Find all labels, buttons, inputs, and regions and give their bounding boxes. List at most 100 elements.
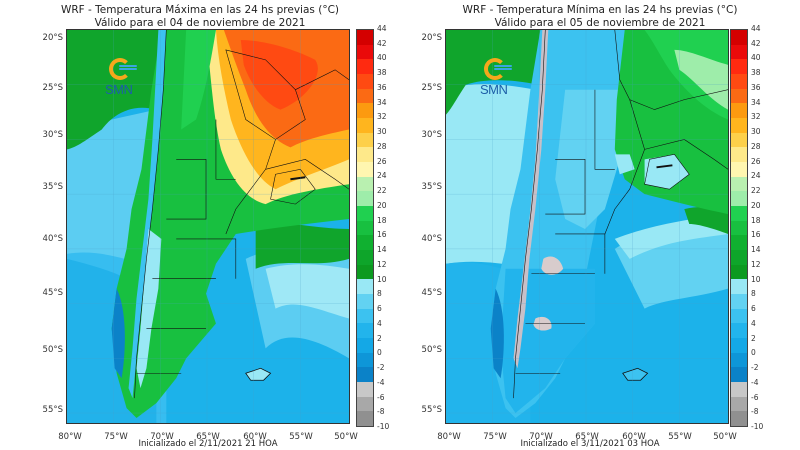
colorbar-swatch — [357, 250, 373, 265]
colorbar-tick-label: 14 — [377, 245, 387, 255]
title-line-1: WRF - Temperatura Máxima en las 24 hs pr… — [61, 4, 339, 16]
colorbar-swatch — [357, 338, 373, 353]
colorbar-swatch — [731, 132, 747, 148]
colorbar-swatch — [357, 308, 373, 324]
colorbar-swatch — [731, 323, 747, 339]
colorbar-tick-label: -10 — [377, 422, 390, 431]
lat-label: 40°S — [42, 234, 63, 244]
lat-label: 40°S — [421, 234, 442, 244]
colorbar-tick-label: 30 — [377, 127, 387, 137]
colorbar-swatch — [357, 206, 373, 221]
min-temp-title: WRF - Temperatura Mínima en las 24 hs pr… — [400, 4, 800, 29]
colorbar-tick-label: 6 — [751, 304, 756, 314]
colorbar-tick-label: 28 — [751, 141, 761, 151]
colorbar-swatch — [357, 118, 373, 133]
lat-label: 30°S — [42, 130, 63, 140]
colorbar-tick-label: 42 — [377, 38, 387, 48]
colorbar-swatch — [731, 308, 747, 324]
colorbar-tick-label: 24 — [751, 171, 761, 181]
colorbar-swatch — [357, 411, 373, 427]
colorbar-swatch — [731, 176, 747, 192]
colorbar-tick-label: 40 — [751, 53, 761, 63]
colorbar-tick-label: 30 — [751, 127, 761, 137]
colorbar-tick-label: 12 — [751, 259, 761, 269]
colorbar-tick-label: 38 — [377, 68, 387, 78]
colorbar-tick-label: 14 — [751, 245, 761, 255]
colorbar-tick-label: 38 — [751, 68, 761, 78]
lat-label: 50°S — [42, 345, 63, 355]
smn-logo-text: SMN — [105, 82, 133, 97]
smn-logo-ring-icon — [109, 58, 131, 80]
lon-label: 50°W — [713, 432, 737, 442]
colorbar-tick-label: 12 — [377, 259, 387, 269]
init-time-label: Inicializado el 2/11/2021 21 HOA — [138, 439, 278, 449]
min-temp-map: SMN — [445, 29, 729, 424]
colorbar-swatch — [731, 264, 747, 280]
colorbar-swatch — [357, 176, 373, 192]
lon-label: 50°W — [334, 432, 358, 442]
lon-label: 80°W — [58, 432, 82, 442]
colorbar-swatch — [731, 396, 747, 412]
colorbar-tick-label: 4 — [751, 318, 756, 328]
colorbar-tick-label: -2 — [377, 363, 385, 373]
colorbar-swatch — [731, 279, 747, 295]
max-temp-panel: WRF - Temperatura Máxima en las 24 hs pr… — [42, 4, 390, 449]
colorbar-tick-label: 22 — [751, 186, 761, 196]
max-temp-map: SMN — [66, 29, 350, 424]
max-temp-field — [67, 30, 349, 423]
colorbar-tick-label: 32 — [377, 112, 387, 122]
colorbar-swatch — [357, 88, 373, 104]
colorbar-swatch — [731, 147, 747, 163]
colorbar-tick-label: -4 — [377, 377, 385, 387]
lon-label: 55°W — [289, 432, 313, 442]
lat-label: 50°S — [421, 345, 442, 355]
colorbar-swatch — [357, 294, 373, 309]
lon-label: 65°W — [196, 432, 220, 442]
lat-label: 25°S — [42, 83, 63, 93]
colorbar-swatch — [731, 220, 747, 236]
lon-label: 75°W — [104, 432, 128, 442]
colorbar-tick-label: 34 — [377, 97, 387, 107]
colorbar-swatch — [357, 162, 373, 177]
colorbar-swatch — [731, 191, 747, 207]
lat-label: 55°S — [421, 405, 442, 415]
colorbar-tick-label: 20 — [377, 200, 387, 210]
lon-label: 70°W — [150, 432, 174, 442]
lat-label: 45°S — [42, 288, 63, 298]
colorbar-swatch — [357, 59, 373, 75]
colorbar-tick-label: 26 — [377, 156, 387, 166]
colorbar-tick-label: 8 — [751, 289, 756, 299]
colorbar-tick-label: 6 — [377, 304, 382, 314]
colorbar-swatch — [357, 367, 373, 383]
colorbar-swatch — [357, 352, 373, 368]
colorbar-tick-label: 26 — [751, 156, 761, 166]
colorbar-tick-label: 16 — [751, 230, 761, 240]
smn-logo-text: SMN — [480, 82, 508, 97]
lat-label: 35°S — [42, 182, 63, 192]
colorbar-swatch — [357, 132, 373, 148]
colorbar-swatch — [357, 235, 373, 251]
colorbar-swatch — [731, 59, 747, 75]
lat-label: 20°S — [42, 33, 63, 43]
colorbar-swatch — [731, 338, 747, 353]
colorbar-tick-label: 36 — [751, 82, 761, 92]
colorbar-tick-label: 8 — [377, 289, 382, 299]
colorbar-tick-label: -2 — [751, 363, 759, 373]
colorbar-swatch — [731, 206, 747, 221]
colorbar-swatch — [357, 382, 373, 397]
colorbar-swatch — [731, 44, 747, 60]
colorbar-tick-label: 0 — [377, 348, 382, 358]
lon-label: 55°W — [668, 432, 692, 442]
colorbar-tick-label: 28 — [377, 141, 387, 151]
colorbar-swatch — [357, 74, 373, 89]
colorbar-tick-label: 10 — [751, 274, 761, 284]
colorbar-tick-label: 42 — [751, 38, 761, 48]
colorbar-swatch — [357, 30, 373, 45]
colorbar-swatch — [357, 220, 373, 236]
colorbar-swatch — [731, 352, 747, 368]
title-line-2: Válido para el 05 de noviembre de 2021 — [494, 16, 706, 29]
colorbar-tick-label: 18 — [377, 215, 387, 225]
colorbar-tick-label: 40 — [377, 53, 387, 63]
title-line-2: Válido para el 04 de noviembre de 2021 — [94, 16, 306, 29]
lat-label: 45°S — [421, 288, 442, 298]
